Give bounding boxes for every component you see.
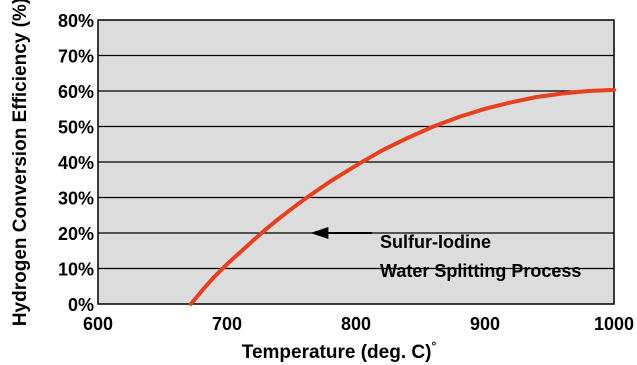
annotation-arrow-head	[310, 227, 329, 239]
gridlines	[98, 54, 614, 270]
y-tick-label: 10%	[58, 260, 94, 280]
x-tick-label: 700	[212, 314, 242, 334]
x-tick-label: 800	[341, 314, 371, 334]
y-tick-label: 60%	[58, 82, 94, 102]
series-layer	[188, 87, 616, 306]
y-axis-title: Hydrogen Conversion Efficiency (%)	[10, 0, 31, 326]
annotation-label-line-2: Water Splitting Process	[380, 261, 581, 281]
y-axis-ticks: 0% 10% 20% 30% 40% 50% 60% 70% 80%	[58, 11, 94, 315]
y-tick-label: 0%	[68, 295, 94, 315]
y-tick-label: 20%	[58, 224, 94, 244]
y-tick-label: 50%	[58, 118, 94, 138]
x-axis-ticks: 600 700 800 900 1000	[83, 314, 634, 334]
x-axis-title: Temperature (deg. C)°	[242, 339, 437, 363]
x-tick-label: 1000	[594, 314, 634, 334]
annotation: Sulfur-Iodine Water Splitting Process	[310, 227, 581, 281]
y-tick-label: 80%	[58, 11, 94, 31]
y-tick-label: 40%	[58, 153, 94, 173]
annotation-label-line-1: Sulfur-Iodine	[380, 232, 491, 252]
y-tick-label: 30%	[58, 189, 94, 209]
y-tick-label: 70%	[58, 47, 94, 67]
x-tick-label: 600	[83, 314, 113, 334]
series-line	[188, 87, 616, 306]
x-tick-label: 900	[470, 314, 500, 334]
